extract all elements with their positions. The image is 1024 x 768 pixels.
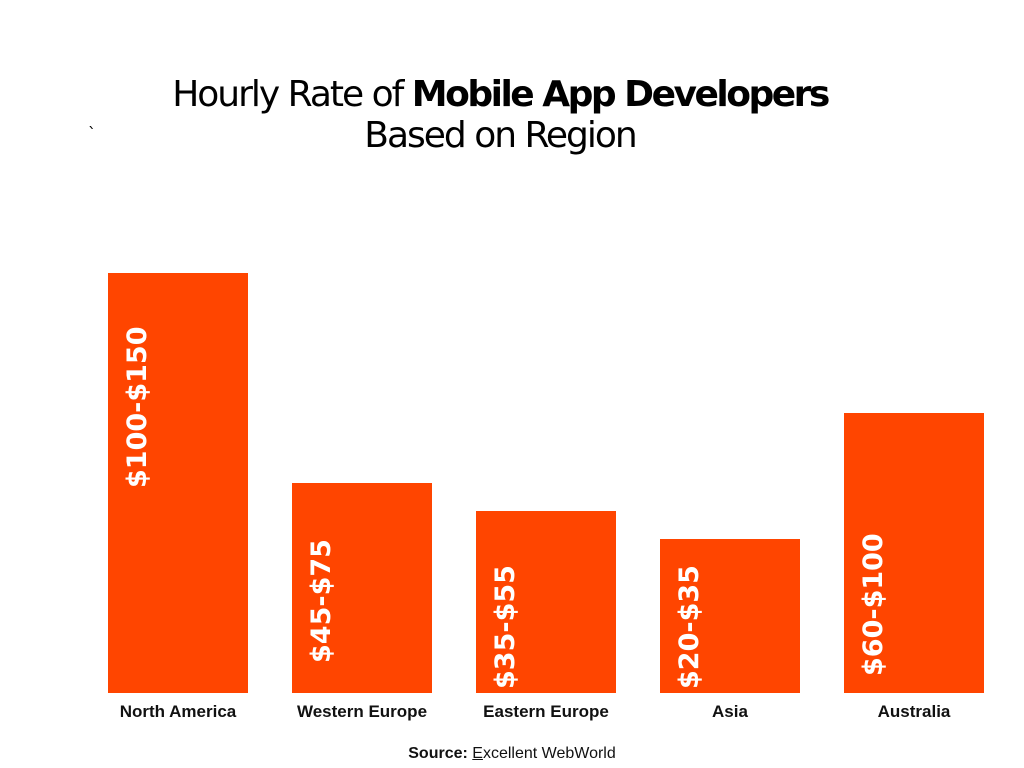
bar-chart: $100-$150 North America $45-$75 Western Eur… <box>108 273 984 721</box>
source-first-letter: E <box>472 745 483 762</box>
source-rest: xcellent WebWorld <box>482 745 616 762</box>
bar-australia <box>844 413 984 693</box>
bar-western-europe <box>292 483 432 693</box>
bar-eastern-europe <box>476 511 616 693</box>
source-name: Excellent WebWorld <box>472 745 615 762</box>
category-label: Eastern Europe <box>483 702 609 721</box>
title-prefix: Hourly Rate of <box>172 74 412 115</box>
source-caption: Source: Excellent WebWorld <box>0 745 1024 763</box>
bar-value-label: $60-$100 <box>858 533 889 676</box>
bar-value-label: $45-$75 <box>306 539 337 663</box>
title-line-2: Based on Region <box>364 115 637 156</box>
bar-north-america <box>108 273 248 693</box>
source-label: Source: <box>408 745 468 762</box>
category-label: Western Europe <box>297 702 427 721</box>
bar-value-label: $20-$35 <box>674 565 705 689</box>
category-label: North America <box>120 702 237 721</box>
title-emphasis: Mobile App Developers <box>411 74 831 115</box>
category-label: Australia <box>878 702 951 721</box>
bar-value-label: $100-$150 <box>122 327 153 489</box>
chart-title: Hourly Rate of Mobile App Developers Bas… <box>0 74 1000 156</box>
bar-value-label: $35-$55 <box>490 565 521 689</box>
category-label: Asia <box>712 702 748 721</box>
stray-mark: ` <box>88 124 96 143</box>
title-line-1: Hourly Rate of Mobile App Developers <box>0 74 1000 115</box>
bar-asia <box>660 539 800 693</box>
